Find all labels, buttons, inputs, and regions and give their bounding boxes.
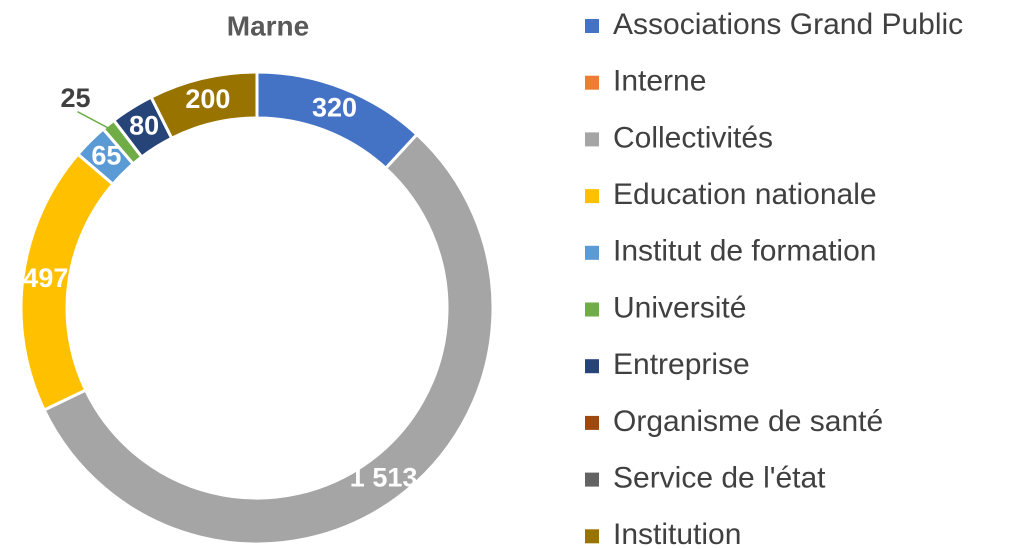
donut-slice [149,70,259,141]
legend-swatch [585,132,599,147]
legend-swatch [585,529,599,544]
legend-label: Université [613,291,746,324]
legend-label: Institut de formation [613,235,876,268]
legend-label: Service de l'état [613,462,826,495]
data-label: 80 [129,110,159,140]
legend-label: Education nationale [613,178,877,211]
legend-swatch [585,359,599,374]
data-label: 497 [23,263,68,293]
chart-title: Marne [227,10,309,41]
legend-swatch [585,19,599,33]
legend-label: Organisme de santé [613,405,883,438]
legend-label: Collectivités [613,121,773,154]
data-label: 320 [312,93,357,123]
data-label: 25 [60,83,90,113]
legend-label: Associations Grand Public [613,8,963,41]
leader-line [77,111,114,132]
data-label: 1 513 [350,462,418,492]
legend-label: Interne [613,65,706,98]
legend-swatch [585,472,599,487]
legend-swatch [585,302,599,317]
legend-label: Institution [613,518,741,549]
legend-swatch [585,415,599,430]
legend-swatch [585,189,599,204]
donut-slice [42,132,495,546]
legend-label: Entreprise [613,348,750,381]
data-label: 200 [185,84,230,114]
legend-swatch [585,75,599,90]
legend-swatch [585,245,599,260]
